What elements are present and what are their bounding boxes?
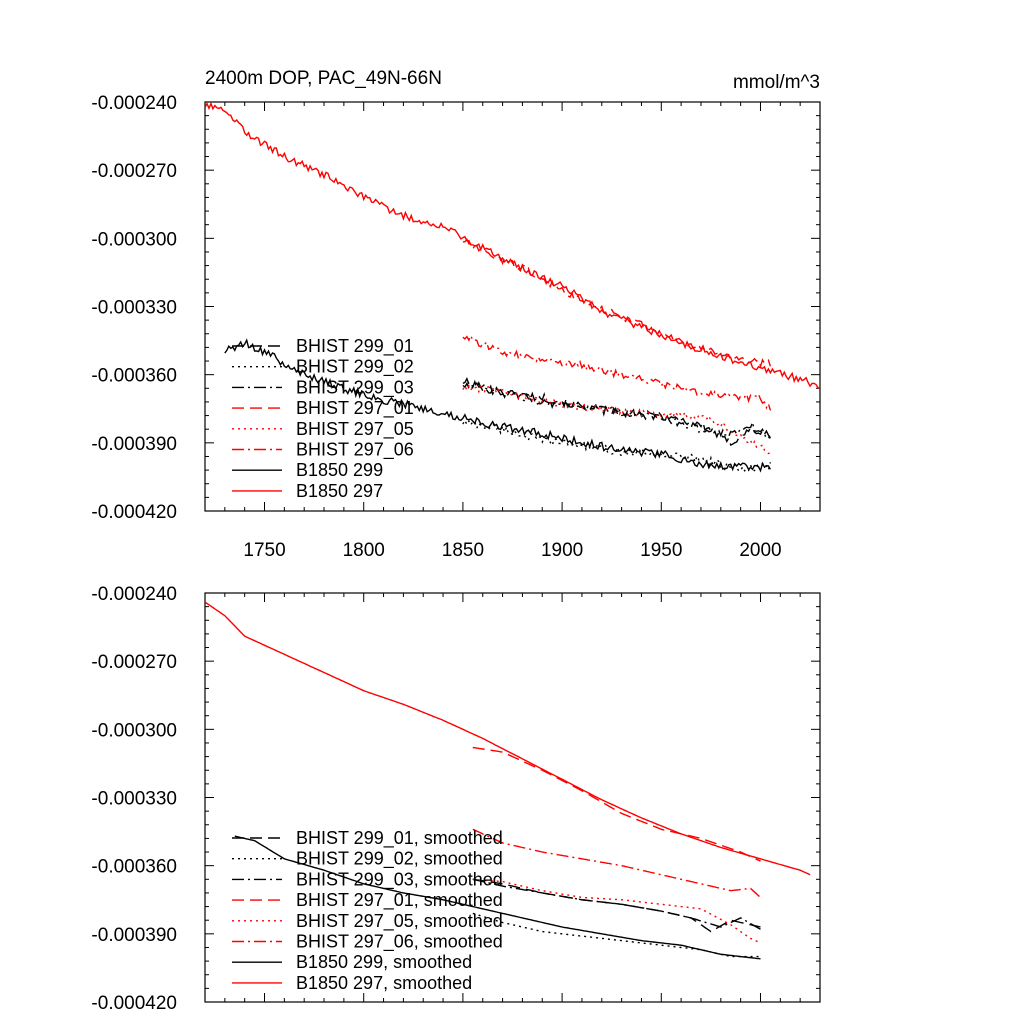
legend-label: BHIST 297_06 <box>296 440 414 461</box>
series-line-5 <box>472 878 761 944</box>
series-line-6 <box>462 333 772 411</box>
y-tick-label: -0.000240 <box>91 584 177 605</box>
x-tick-label: 1950 <box>640 540 682 561</box>
series-line-4 <box>462 238 772 369</box>
smoothed-panel: -0.000240 -0.000270 -0.000300 -0.000330 -0.0… <box>91 584 821 1014</box>
series-line-2 <box>472 912 761 958</box>
legend-label: BHIST 299_02, smoothed <box>296 849 503 870</box>
x-tick-label: 1850 <box>442 540 484 561</box>
y-tick-label: -0.000360 <box>91 366 177 387</box>
legend-label: BHIST 299_01, smoothed <box>296 828 503 849</box>
y-tick-label: -0.000360 <box>91 857 177 878</box>
y-tick-label: -0.000390 <box>91 434 177 455</box>
y-tick-label: -0.000270 <box>91 652 177 673</box>
y-tick-label: -0.000390 <box>91 925 177 946</box>
legend-label: B1850 297, smoothed <box>296 973 472 993</box>
series-line-8 <box>205 601 811 876</box>
x-tick-label: 2000 <box>739 540 781 561</box>
series-line-5 <box>462 384 771 455</box>
legend-label: B1850 297 <box>296 481 383 501</box>
legend-label: BHIST 299_03 <box>296 377 414 398</box>
x-tick-label: 1750 <box>243 540 285 561</box>
legend-label: BHIST 297_01 <box>296 398 414 419</box>
y-tick-label: -0.000420 <box>91 502 177 523</box>
y-tick-label: -0.000270 <box>91 161 177 182</box>
series-line-7 <box>224 338 772 473</box>
chart-title: 2400m DOP, PAC_49N-66N <box>205 68 442 89</box>
series-line-4 <box>472 746 761 862</box>
series-line-2 <box>462 418 772 472</box>
legend-label: B1850 299 <box>296 460 383 480</box>
raw-panel: -0.000240 -0.000270 -0.000300 -0.000330 -0.0… <box>91 93 821 561</box>
y-tick-label: -0.000330 <box>91 789 177 810</box>
legend-label: BHIST 297_05, smoothed <box>296 911 503 932</box>
legend-label: BHIST 297_01, smoothed <box>296 890 503 911</box>
legend-label: B1850 299, smoothed <box>296 952 472 972</box>
series-line-1 <box>472 878 761 933</box>
series-line-6 <box>472 828 761 899</box>
series-line-8 <box>205 102 820 389</box>
series-line-3 <box>462 381 771 440</box>
legend-label: BHIST 299_03, smoothed <box>296 869 503 890</box>
y-tick-label: -0.000300 <box>91 720 177 741</box>
legend-label: BHIST 297_06, smoothed <box>296 932 503 953</box>
legend-label: BHIST 297_05 <box>296 419 414 440</box>
legend-label: BHIST 299_01 <box>296 336 414 357</box>
chart-units: mmol/m^3 <box>733 72 820 93</box>
y-tick-label: -0.000330 <box>91 298 177 319</box>
series-line-3 <box>472 878 761 930</box>
legend-label: BHIST 299_02 <box>296 357 414 378</box>
x-tick-label: 1800 <box>343 540 385 561</box>
y-tick-label: -0.000240 <box>91 93 177 114</box>
x-tick-label: 1900 <box>541 540 583 561</box>
y-tick-label: -0.000420 <box>91 993 177 1014</box>
series-line-7 <box>234 835 761 960</box>
y-tick-label: -0.000300 <box>91 229 177 250</box>
